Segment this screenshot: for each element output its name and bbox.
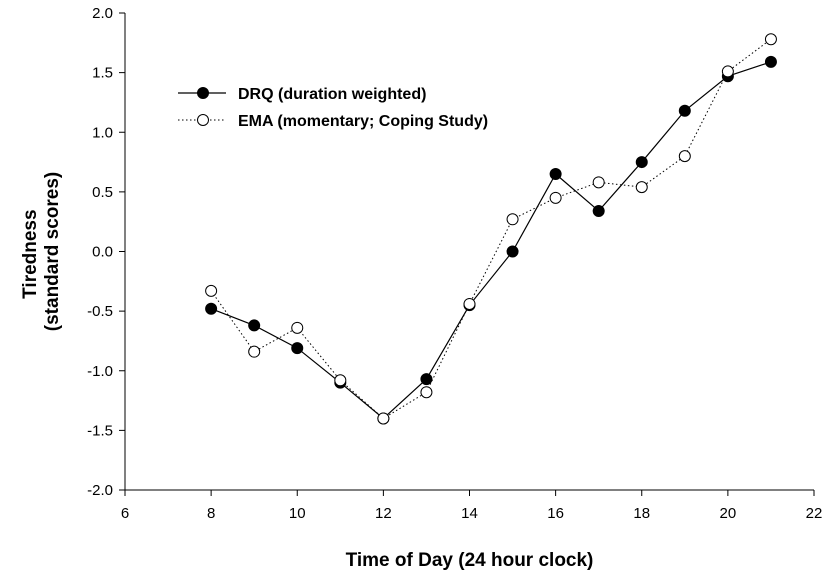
- ema-point: [205, 284, 218, 297]
- drq-point: [635, 156, 648, 169]
- x-tick-label: 8: [207, 505, 215, 522]
- x-tick-label: 12: [375, 505, 392, 522]
- y-tick-label: 0.0: [92, 244, 113, 261]
- x-tick-label: 6: [121, 505, 129, 522]
- series-line-drq: [210, 61, 772, 420]
- ema-point: [506, 213, 519, 226]
- legend-marker-drq: [197, 87, 209, 99]
- legend-marker-ema: [197, 114, 209, 126]
- ema-point: [721, 65, 734, 78]
- x-tick-label: 22: [806, 505, 823, 522]
- drq-point: [248, 319, 261, 332]
- y-tick-label: 1.0: [92, 124, 113, 141]
- drq-point: [592, 204, 605, 217]
- y-tick-label: 0.5: [92, 184, 113, 201]
- x-tick-label: 16: [547, 505, 564, 522]
- ema-point: [248, 345, 261, 358]
- legend: DRQ (duration weighted) EMA (momentary; …: [178, 86, 488, 130]
- x-axis-ticks: 6 8 10 12 14 16 18 20 22: [121, 490, 823, 522]
- x-tick-label: 20: [720, 505, 737, 522]
- ema-point: [463, 297, 476, 310]
- ema-point: [291, 321, 304, 334]
- drq-point: [420, 373, 433, 386]
- ema-point: [334, 374, 347, 387]
- y-tick-label: 1.5: [92, 65, 113, 82]
- legend-label-drq: DRQ (duration weighted): [238, 86, 426, 103]
- y-tick-label: -1.5: [87, 422, 113, 439]
- y-axis-title: Tiredness (standard scores): [20, 172, 63, 331]
- y-tick-label: -0.5: [87, 303, 113, 320]
- ema-point: [635, 181, 648, 194]
- legend-label-ema: EMA (momentary; Coping Study): [238, 113, 488, 130]
- y-axis-title-line-2: (standard scores): [42, 172, 63, 331]
- y-axis-title-line-1: Tiredness: [20, 209, 41, 298]
- y-tick-label: -1.0: [87, 363, 113, 380]
- ema-point: [549, 191, 562, 204]
- series-line-ema: [210, 38, 772, 420]
- svg-text:Tiredness (standard scor: Tiredness (standard scores): [20, 172, 63, 331]
- ema-point: [678, 150, 691, 163]
- drq-point: [291, 342, 304, 355]
- x-tick-label: 18: [633, 505, 650, 522]
- y-tick-label: 2.0: [92, 5, 113, 22]
- x-tick-label: 14: [461, 505, 478, 522]
- drq-point: [764, 55, 777, 68]
- ema-point: [764, 33, 777, 46]
- y-axis-ticks: -2.0 -1.5 -1.0 -0.5 0.0 0.5 1.0 1.5 2.0: [87, 5, 125, 499]
- drq-point: [205, 302, 218, 315]
- drq-point: [678, 104, 691, 117]
- drq-point: [506, 245, 519, 258]
- plot-series: [205, 33, 777, 425]
- axes: [124, 13, 814, 491]
- x-tick-label: 10: [289, 505, 306, 522]
- y-tick-label: -2.0: [87, 482, 113, 499]
- x-axis-title: Time of Day (24 hour clock): [346, 550, 594, 571]
- drq-point: [549, 167, 562, 180]
- ema-point: [377, 412, 390, 425]
- ema-point: [420, 386, 433, 399]
- ema-point: [592, 176, 605, 189]
